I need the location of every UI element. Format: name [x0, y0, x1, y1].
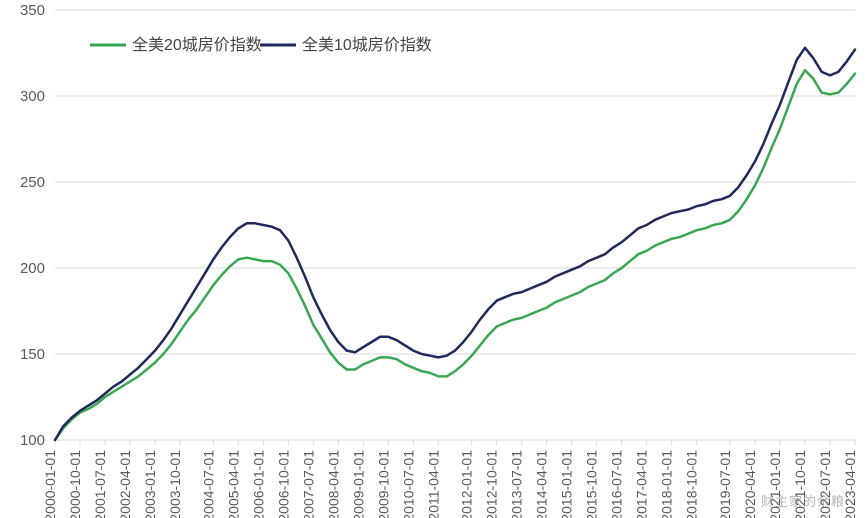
x-tick-label: 2021-01-01: [767, 450, 783, 518]
y-tick-label: 100: [20, 432, 45, 449]
x-tick-label: 2006-01-01: [250, 450, 266, 518]
x-tick-label: 2023-04-01: [842, 450, 858, 518]
x-tick-label: 2012-01-01: [459, 450, 475, 518]
line-chart: 100 150 200 250 300 350 2000-01-01 2000-10-01 20…: [0, 0, 865, 518]
y-tick-label: 150: [20, 346, 45, 363]
x-tick-label: 2019-07-01: [717, 450, 733, 518]
x-tick-label: 2000-10-01: [67, 450, 83, 518]
x-tick-label: 2005-04-01: [225, 450, 241, 518]
x-tick-label: 2016-07-01: [609, 450, 625, 518]
x-tick-label: 2017-04-01: [634, 450, 650, 518]
x-tick-label: 2004-07-01: [200, 450, 216, 518]
x-tick-label: 2022-07-01: [817, 450, 833, 518]
x-tick-label: 2007-07-01: [300, 450, 316, 518]
x-tick-label: 2018-10-01: [684, 450, 700, 518]
x-tick-label: 2012-10-01: [484, 450, 500, 518]
y-tick-label: 250: [20, 174, 45, 191]
x-tick-label: 2014-04-01: [534, 450, 550, 518]
x-tick-label: 2001-07-01: [92, 450, 108, 518]
x-tick-label: 2010-07-01: [400, 450, 416, 518]
x-tick-label: 2018-01-01: [659, 450, 675, 518]
x-tick-label: 2002-04-01: [117, 450, 133, 518]
x-tick-label: 2013-07-01: [509, 450, 525, 518]
y-tick-label: 200: [20, 260, 45, 277]
x-tick-label: 2021-10-01: [792, 450, 808, 518]
x-tick-label: 2011-04-01: [425, 450, 441, 518]
x-tick-label: 2000-01-01: [42, 450, 58, 518]
y-tick-label: 350: [20, 2, 45, 19]
x-tick-label: 2009-01-01: [350, 450, 366, 518]
x-tick-label: 2009-10-01: [375, 450, 391, 518]
legend-label: 全美20城房价指数: [132, 36, 262, 54]
x-tick-label: 2015-10-01: [584, 450, 600, 518]
x-tick-label: 2015-01-01: [559, 450, 575, 518]
x-tick-label: 2006-10-01: [275, 450, 291, 518]
x-tick-label: 2003-10-01: [167, 450, 183, 518]
y-tick-label: 300: [20, 88, 45, 105]
x-tick-label: 2020-04-01: [742, 450, 758, 518]
x-tick-label: 2003-01-01: [142, 450, 158, 518]
legend-label: 全美10城房价指数: [302, 36, 432, 54]
x-tick-label: 2008-04-01: [325, 450, 341, 518]
